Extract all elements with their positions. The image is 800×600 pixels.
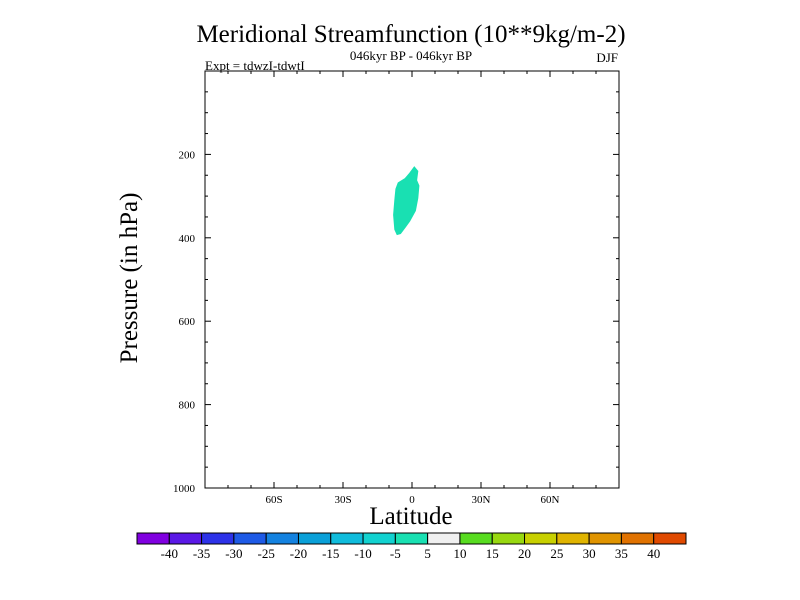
y-tick-label: 800 bbox=[179, 400, 196, 412]
chart-title: Meridional Streamfunction (10**9kg/m-2) bbox=[196, 21, 625, 48]
colorbar-swatch bbox=[201, 532, 235, 545]
y-tick-label: 1000 bbox=[173, 483, 196, 495]
experiment-label: Expt = tdwzI-tdwtI bbox=[205, 58, 305, 73]
colorbar-swatch bbox=[653, 532, 687, 545]
colorbar-label: 20 bbox=[518, 546, 531, 561]
colorbar-swatch bbox=[588, 532, 622, 545]
y-axis-label: Pressure (in hPa) bbox=[116, 193, 143, 364]
colorbar-label: 10 bbox=[453, 546, 466, 561]
season-label: DJF bbox=[596, 50, 618, 65]
colorbar-label: 30 bbox=[583, 546, 596, 561]
colorbar-swatch bbox=[427, 532, 461, 545]
colorbar-swatch bbox=[330, 532, 364, 545]
y-tick-label: 200 bbox=[179, 149, 196, 161]
colorbar-label: 35 bbox=[615, 546, 628, 561]
x-tick-label: 30N bbox=[472, 494, 491, 506]
colorbar-label: -30 bbox=[225, 546, 242, 561]
colorbar-label: 40 bbox=[647, 546, 660, 561]
axis-ticks: 200 400 600 800 1000 60S 30S 0 30N 60N bbox=[173, 71, 619, 506]
x-tick-label: 60N bbox=[541, 494, 560, 506]
y-tick-label: 600 bbox=[179, 316, 196, 328]
colorbar-label: -5 bbox=[390, 546, 401, 561]
colorbar-label: -20 bbox=[290, 546, 307, 561]
colorbar-swatch bbox=[556, 532, 590, 545]
colorbar-label: -25 bbox=[258, 546, 275, 561]
colorbar-swatch bbox=[524, 532, 558, 545]
colorbar-label: 5 bbox=[424, 546, 431, 561]
colorbar-swatch bbox=[459, 532, 493, 545]
colorbar-swatch bbox=[620, 532, 655, 545]
x-tick-label: 0 bbox=[409, 494, 415, 506]
colorbar-swatch bbox=[136, 532, 170, 545]
colorbar: -40 -35 -30 -25 -20 -15 -10 -5 5 10 15 20 25 30 35 40 bbox=[136, 532, 687, 561]
contour-regions bbox=[393, 166, 420, 236]
colorbar-swatch bbox=[362, 532, 396, 545]
plot-frame bbox=[204, 70, 620, 489]
colorbar-swatch bbox=[491, 532, 526, 545]
y-tick-label: 400 bbox=[179, 233, 196, 245]
x-tick-label: 30S bbox=[334, 494, 351, 506]
colorbar-label: 15 bbox=[486, 546, 499, 561]
colorbar-swatch bbox=[297, 532, 332, 545]
colorbar-label: -35 bbox=[193, 546, 210, 561]
colorbar-label: -10 bbox=[354, 546, 371, 561]
colorbar-swatch bbox=[168, 532, 203, 545]
colorbar-swatch bbox=[233, 532, 267, 545]
colorbar-label: -15 bbox=[322, 546, 339, 561]
x-tick-label: 60S bbox=[265, 494, 282, 506]
colorbar-swatch bbox=[265, 532, 299, 545]
colorbar-label: 25 bbox=[550, 546, 563, 561]
colorbar-label: -40 bbox=[161, 546, 178, 561]
x-axis-label: Latitude bbox=[369, 503, 452, 530]
contour-region-0 bbox=[393, 166, 420, 236]
colorbar-swatch bbox=[394, 532, 429, 545]
chart-subtitle: 046kyr BP - 046kyr BP bbox=[350, 48, 472, 63]
